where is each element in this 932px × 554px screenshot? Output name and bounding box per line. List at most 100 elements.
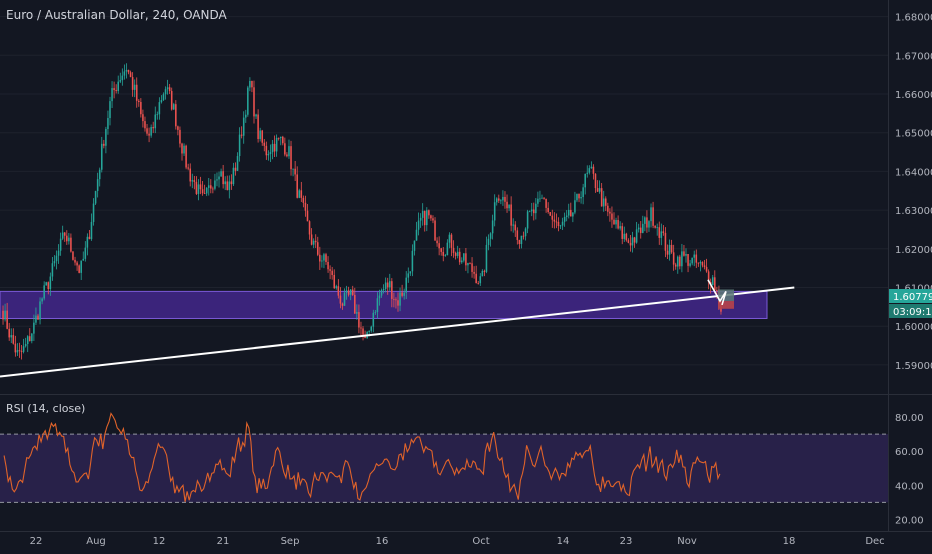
candle-body bbox=[691, 257, 693, 264]
candle-body bbox=[127, 69, 130, 73]
candle-body bbox=[699, 262, 702, 264]
candle-body bbox=[279, 136, 282, 139]
candle-body bbox=[590, 166, 593, 169]
time-tick-label: 22 bbox=[30, 536, 43, 547]
candle-body bbox=[325, 254, 327, 263]
candle-body bbox=[535, 203, 537, 214]
candle-body bbox=[247, 87, 249, 115]
candle-body bbox=[111, 88, 113, 102]
candle-body bbox=[376, 298, 379, 313]
candle-body bbox=[446, 242, 449, 256]
candle-body bbox=[105, 129, 107, 146]
trendline[interactable] bbox=[0, 286, 795, 378]
candle-body bbox=[166, 87, 169, 90]
candle-body bbox=[553, 219, 556, 222]
candle-body bbox=[670, 244, 673, 253]
candle-body bbox=[580, 197, 582, 199]
time-axis[interactable]: 22 Aug 12 21 Sep 16 Oct 14 23 Nov 18 Dec bbox=[30, 536, 885, 547]
candle-body bbox=[55, 255, 58, 262]
candle-body bbox=[70, 237, 72, 252]
candle-body bbox=[683, 251, 685, 256]
candle-body bbox=[586, 172, 589, 174]
time-tick-label: Nov bbox=[677, 536, 697, 547]
candle-body bbox=[584, 173, 586, 188]
candle-body bbox=[61, 232, 64, 239]
candle-body bbox=[405, 277, 408, 293]
candle-body bbox=[415, 229, 418, 241]
candle-body bbox=[378, 295, 381, 299]
candle-body bbox=[168, 87, 171, 92]
candle-body bbox=[131, 77, 134, 90]
candle-body bbox=[382, 288, 385, 291]
candle-body bbox=[232, 167, 235, 185]
candle-body bbox=[323, 254, 325, 261]
candle-body bbox=[528, 211, 531, 213]
candle-body bbox=[619, 226, 621, 229]
candle-body bbox=[469, 262, 471, 264]
candle-body bbox=[140, 102, 142, 115]
candle-body bbox=[681, 251, 683, 267]
candle-body bbox=[438, 243, 440, 249]
candle-body bbox=[613, 219, 615, 225]
candle-body bbox=[8, 328, 10, 338]
candle-body bbox=[53, 261, 56, 264]
candle-body bbox=[337, 286, 340, 296]
candle-body bbox=[37, 315, 39, 320]
time-tick-label: 23 bbox=[620, 536, 633, 547]
candle-body bbox=[611, 213, 613, 220]
candle-body bbox=[617, 219, 619, 229]
candle-body bbox=[607, 205, 609, 212]
time-tick-label: Aug bbox=[86, 536, 106, 547]
candle-body bbox=[18, 350, 21, 352]
price-grid bbox=[0, 16, 888, 366]
candle-body bbox=[633, 237, 636, 243]
candle-body bbox=[658, 227, 661, 238]
candle-body bbox=[267, 153, 270, 156]
candle-body bbox=[249, 80, 251, 88]
candle-body bbox=[664, 232, 667, 251]
candle-body bbox=[193, 180, 196, 182]
candle-body bbox=[74, 259, 76, 263]
candle-body bbox=[306, 210, 309, 222]
candle-body bbox=[380, 290, 383, 296]
price-tick-label: 1.63000 bbox=[895, 206, 932, 217]
candle-body bbox=[654, 225, 656, 228]
candle-body bbox=[327, 262, 329, 270]
candle-body bbox=[203, 193, 206, 195]
candle-body bbox=[191, 180, 194, 182]
candle-body bbox=[331, 270, 333, 275]
candle-body bbox=[423, 210, 426, 226]
candle-body bbox=[460, 260, 463, 263]
candle-body bbox=[644, 217, 646, 224]
candle-body bbox=[282, 136, 284, 144]
candle-body bbox=[358, 312, 360, 328]
candle-body bbox=[197, 184, 200, 194]
candle-body bbox=[679, 256, 681, 267]
candle-body bbox=[115, 90, 117, 92]
stop-zone bbox=[718, 301, 734, 309]
candle-body bbox=[45, 282, 48, 286]
candle-body bbox=[479, 276, 482, 284]
candle-body bbox=[220, 171, 222, 177]
candle-body bbox=[485, 244, 488, 272]
candle-body bbox=[676, 256, 679, 267]
position-tool[interactable] bbox=[707, 279, 734, 309]
candle-body bbox=[205, 187, 208, 194]
candle-body bbox=[695, 254, 698, 263]
candle-body bbox=[516, 230, 519, 240]
candle-body bbox=[395, 299, 397, 301]
candle-body bbox=[329, 269, 331, 271]
candle-body bbox=[113, 88, 115, 91]
candle-body bbox=[80, 260, 82, 273]
candle-body bbox=[502, 196, 504, 201]
candle-body bbox=[652, 207, 654, 226]
candle-body bbox=[107, 118, 109, 130]
candle-body bbox=[578, 193, 580, 199]
candle-body bbox=[146, 128, 148, 134]
candle-body bbox=[179, 129, 181, 144]
candle-body bbox=[129, 72, 132, 78]
candle-body bbox=[530, 209, 533, 212]
candle-body bbox=[506, 201, 508, 209]
candle-body bbox=[125, 69, 128, 72]
